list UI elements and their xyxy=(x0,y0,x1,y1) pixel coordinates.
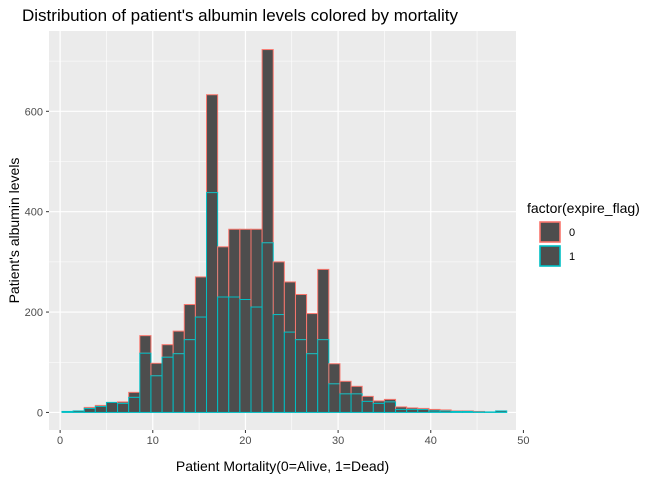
histogram-bar-series-1 xyxy=(495,410,508,413)
histogram-bar-series-1 xyxy=(72,410,85,413)
histogram-bar-series-1 xyxy=(161,356,174,413)
chart-title: Distribution of patient's albumin levels… xyxy=(22,6,458,25)
histogram-bar-series-1 xyxy=(83,407,96,413)
histogram-bar-series-1 xyxy=(228,296,241,413)
x-tick-label: 10 xyxy=(147,435,159,447)
histogram-bar-series-0 xyxy=(294,293,308,341)
histogram-bar-series-0 xyxy=(206,94,219,194)
histogram-bar-series-0 xyxy=(250,228,263,308)
histogram-bar-series-0 xyxy=(283,281,296,333)
histogram-bar-series-1 xyxy=(272,314,285,413)
histogram-bar-series-1 xyxy=(417,408,430,413)
y-tick-label: 200 xyxy=(25,307,43,319)
histogram-bar-series-0 xyxy=(317,268,330,341)
legend-title: factor(expire_flag) xyxy=(527,200,640,216)
histogram-bar-series-0 xyxy=(194,276,208,318)
histogram-bar-series-1 xyxy=(350,393,363,413)
histogram-bar-series-1 xyxy=(128,396,141,413)
y-tick-label: 0 xyxy=(37,407,43,419)
histogram-bar-series-0 xyxy=(306,313,319,355)
histogram-bar-series-1 xyxy=(172,353,185,413)
histogram-bar-series-1 xyxy=(306,353,319,413)
histogram-bar-series-1 xyxy=(361,400,374,413)
legend: factor(expire_flag) 0 1 xyxy=(527,200,640,267)
histogram-bar-series-1 xyxy=(94,405,107,413)
histogram-bar-series-1 xyxy=(483,411,497,413)
histogram-bar-series-1 xyxy=(406,408,419,413)
histogram-bar-series-1 xyxy=(450,410,463,413)
histogram-bar-series-0 xyxy=(261,49,274,244)
histogram-bar-series-1 xyxy=(283,331,296,413)
histogram-bar-series-0 xyxy=(150,362,163,377)
histogram-bar-series-0 xyxy=(128,391,141,398)
histogram-bar-series-1 xyxy=(317,339,330,413)
x-axis-title: Patient Mortality(0=Alive, 1=Dead) xyxy=(176,458,389,474)
histogram-bar-series-1 xyxy=(194,316,208,413)
x-tick-label: 50 xyxy=(517,435,529,447)
y-tick-label: 600 xyxy=(25,106,43,118)
histogram-bar-series-0 xyxy=(361,395,374,402)
histogram-bar-series-0 xyxy=(239,228,252,301)
legend-label-1: 1 xyxy=(569,251,575,263)
x-tick-label: 30 xyxy=(332,435,344,447)
histogram-bar-series-0 xyxy=(339,380,352,395)
histogram-bar-series-1 xyxy=(206,192,219,413)
histogram-bar-series-1 xyxy=(383,401,397,413)
y-tick-label: 400 xyxy=(25,207,43,219)
histogram-bar-series-1 xyxy=(61,410,74,413)
histogram-bar-series-1 xyxy=(105,401,119,413)
x-tick-label: 20 xyxy=(239,435,251,447)
histogram-bar-series-0 xyxy=(228,228,241,298)
histogram-bar-series-0 xyxy=(217,246,230,298)
histogram-bar-series-1 xyxy=(372,402,385,413)
histogram-bar-series-1 xyxy=(339,393,352,413)
histogram-bar-series-1 xyxy=(328,383,341,413)
histogram-bar-series-0 xyxy=(172,330,185,355)
histogram-bar-series-1 xyxy=(239,299,252,413)
histogram-bar-series-1 xyxy=(250,306,263,413)
histogram-bar-series-0 xyxy=(161,344,174,358)
x-axis-ticks: 0 10 20 30 40 50 xyxy=(57,430,530,447)
histogram-bar-series-1 xyxy=(261,242,274,413)
histogram-bar-series-0 xyxy=(350,385,363,395)
histogram-bar-series-0 xyxy=(183,304,196,341)
histogram-bar-series-1 xyxy=(461,410,474,413)
legend-key-0 xyxy=(539,221,561,243)
x-tick-label: 40 xyxy=(425,435,437,447)
y-axis-ticks: 0 200 400 600 xyxy=(25,106,49,419)
legend-key-1 xyxy=(539,245,561,267)
histogram-bar-series-1 xyxy=(439,410,452,413)
histogram-bar-series-0 xyxy=(139,335,152,354)
histogram-bar-series-1 xyxy=(217,296,230,413)
histogram-bar-series-0 xyxy=(328,363,341,385)
histogram-bar-series-1 xyxy=(139,352,152,413)
histogram-bar-series-1 xyxy=(183,339,196,413)
x-tick-label: 0 xyxy=(57,435,63,447)
histogram-bar-series-1 xyxy=(150,375,163,413)
histogram-bar-series-1 xyxy=(428,410,441,413)
histogram-bar-series-1 xyxy=(395,408,408,413)
histogram-bar-series-1 xyxy=(117,402,130,413)
histogram-bars xyxy=(61,49,508,413)
y-axis-title: Patient's albumin levels xyxy=(6,158,22,304)
histogram-bar-series-1 xyxy=(472,411,485,413)
histogram-bar-series-0 xyxy=(272,261,285,316)
histogram-bar-series-1 xyxy=(294,339,308,413)
legend-label-0: 0 xyxy=(569,227,575,239)
